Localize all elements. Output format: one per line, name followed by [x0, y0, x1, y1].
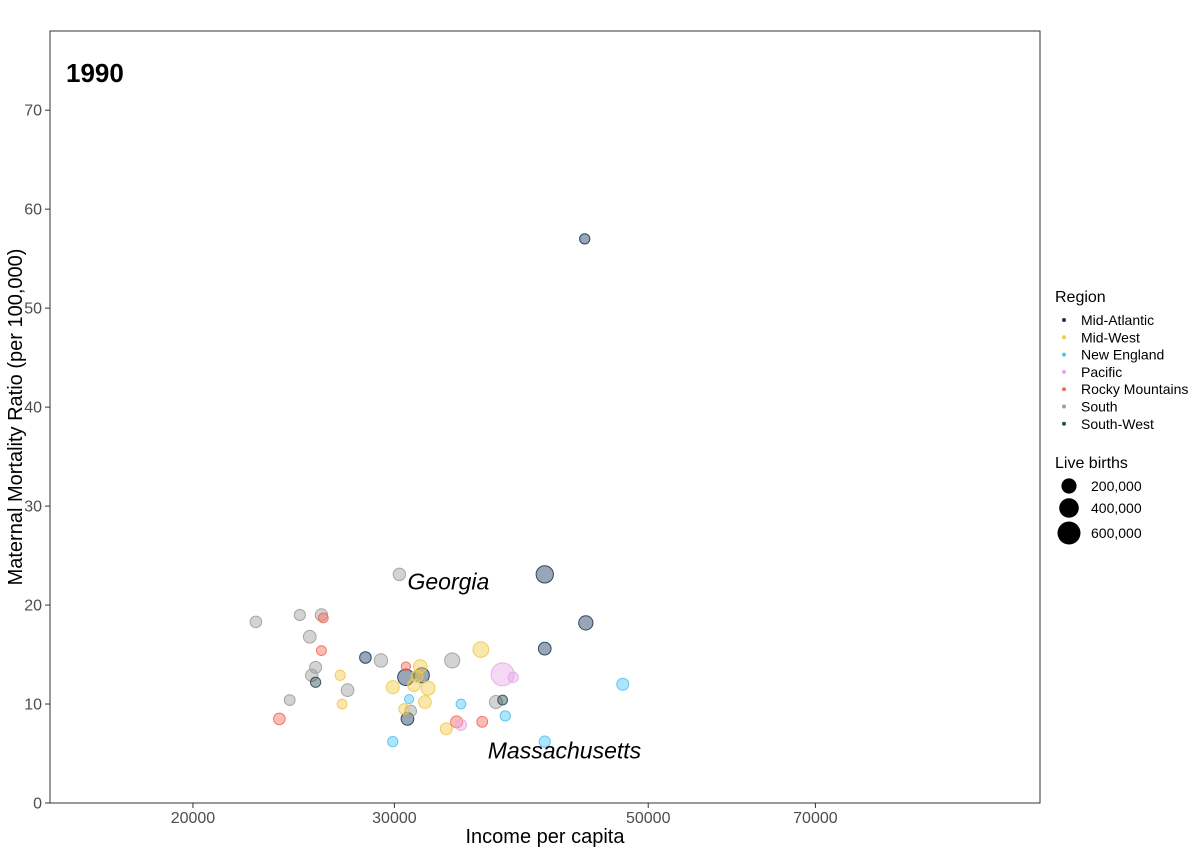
data-point: [410, 669, 424, 683]
y-tick-label: 20: [24, 598, 42, 615]
y-tick-label: 0: [33, 796, 42, 813]
y-tick-label: 30: [24, 499, 42, 516]
x-axis: 20000 30000 50000 70000: [171, 803, 838, 827]
legend-label: South: [1081, 399, 1118, 415]
y-tick-label: 70: [24, 103, 42, 120]
x-tick-label: 20000: [171, 810, 216, 827]
data-point: [579, 233, 591, 245]
data-point: [507, 671, 519, 683]
data-point: [413, 667, 430, 684]
plot-area: [49, 30, 1041, 804]
point-annotation: Georgia: [407, 568, 489, 594]
data-point: [476, 715, 489, 728]
data-point: [293, 608, 306, 622]
x-tick-label: 70000: [793, 810, 838, 827]
data-point: [309, 660, 323, 674]
x-axis-title: Income per capita: [466, 826, 626, 848]
data-point: [400, 661, 411, 672]
data-point: [404, 704, 418, 718]
y-tick-label: 10: [24, 697, 42, 714]
legend-key: [1062, 369, 1066, 374]
size-legend-label: 400,000: [1091, 500, 1142, 516]
legend-label: Pacific: [1081, 364, 1122, 380]
size-legend-key: [1057, 521, 1081, 545]
point-annotation: Massachusetts: [488, 738, 642, 764]
y-axis: 0 10 20 30 40 50 60 70: [24, 103, 50, 813]
legend-key: [1062, 318, 1066, 322]
data-point: [413, 659, 428, 674]
data-point: [400, 712, 415, 726]
legend-key: [1062, 352, 1066, 357]
data-point: [336, 698, 348, 710]
legend-label: New England: [1081, 347, 1164, 363]
data-points: [249, 233, 630, 748]
data-point: [418, 695, 432, 709]
data-point: [249, 615, 263, 629]
data-point: [302, 629, 317, 644]
data-point: [444, 652, 461, 669]
data-point: [273, 712, 286, 726]
annotations: Georgia Massachusetts: [407, 568, 641, 763]
size-legend-key: [1061, 478, 1077, 494]
data-point: [537, 641, 552, 656]
data-point: [455, 698, 467, 710]
data-point: [305, 668, 319, 683]
data-point: [578, 615, 594, 631]
legend-key: [1062, 421, 1066, 426]
data-point: [488, 695, 503, 710]
data-point: [387, 735, 399, 748]
data-point: [283, 694, 296, 706]
data-point: [385, 680, 400, 695]
live-births-legend-title: Live births: [1055, 455, 1128, 472]
data-point: [392, 567, 407, 582]
data-point: [359, 651, 372, 664]
year-label: 1990: [66, 58, 124, 88]
data-point: [538, 735, 551, 748]
data-point: [497, 694, 509, 706]
legend-label: South-West: [1081, 416, 1154, 432]
data-point: [317, 612, 329, 624]
y-tick-label: 60: [24, 202, 42, 219]
data-point: [316, 645, 327, 656]
data-point: [535, 565, 554, 584]
legend-label: Mid-West: [1081, 329, 1140, 345]
data-point: [403, 693, 415, 705]
region-legend-title: Region: [1055, 289, 1106, 306]
legend-label: Mid-Atlantic: [1081, 312, 1154, 328]
data-point: [309, 676, 322, 688]
data-point: [420, 680, 436, 696]
size-legend-label: 200,000: [1091, 478, 1142, 494]
data-point: [439, 722, 453, 736]
data-point: [398, 703, 411, 715]
x-tick-label: 30000: [372, 810, 417, 827]
x-tick-label: 50000: [626, 810, 671, 827]
data-point: [373, 653, 389, 668]
data-point: [472, 641, 490, 658]
y-axis-title: Maternal Mortality Ratio (per 100,000): [5, 249, 27, 586]
legend-label: Rocky Mountains: [1081, 381, 1188, 397]
live-births-legend: Live births 200,000 400,000 600,000: [1055, 455, 1142, 545]
legend-key: [1062, 335, 1066, 340]
data-point: [334, 669, 346, 681]
data-point: [616, 677, 630, 691]
size-legend-key: [1059, 498, 1079, 518]
data-point: [454, 718, 468, 731]
y-tick-label: 50: [24, 301, 42, 318]
y-tick-label: 40: [24, 400, 42, 417]
legend-key: [1062, 387, 1066, 392]
data-point: [499, 710, 511, 722]
size-legend-label: 600,000: [1091, 525, 1142, 541]
legend-key: [1062, 404, 1066, 409]
data-point: [340, 683, 355, 698]
